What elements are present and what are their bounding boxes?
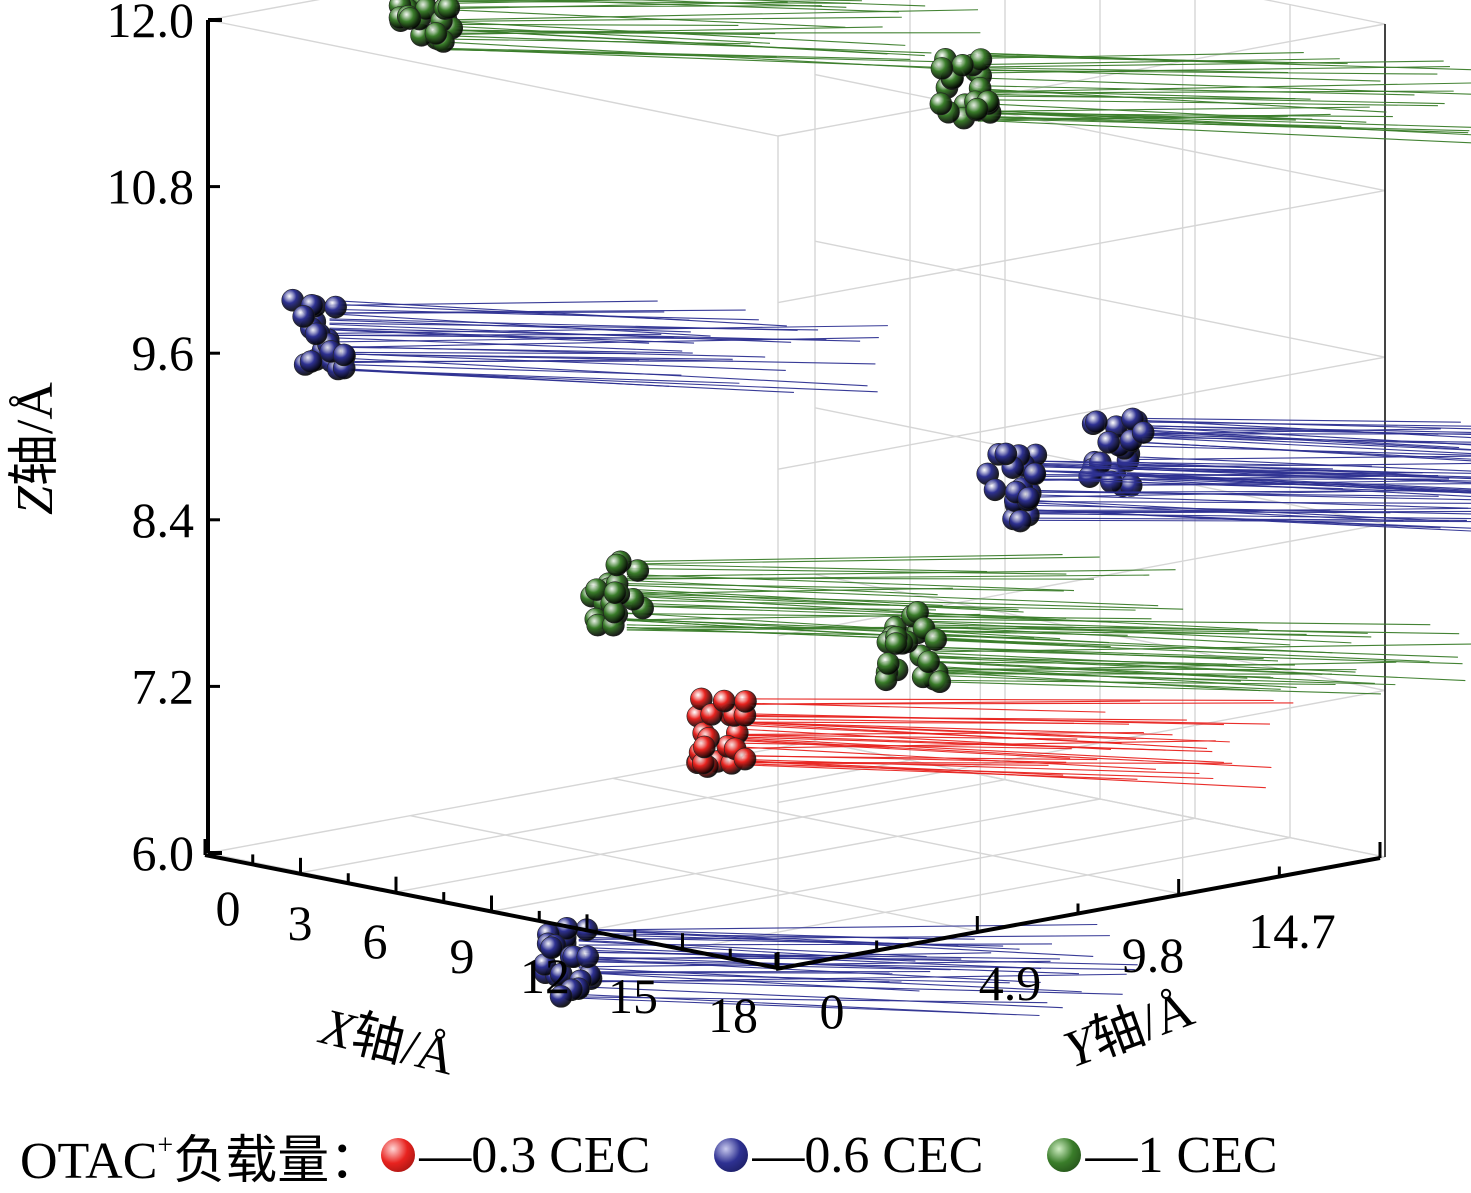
atom-sphere <box>885 633 907 655</box>
x-tick-label: 3 <box>288 895 313 951</box>
legend-label: —0.3 CEC <box>419 1126 650 1185</box>
atom-sphere <box>930 93 952 115</box>
atom-sphere <box>1132 422 1154 444</box>
z-tick-label: 12.0 <box>107 0 195 48</box>
legend: OTAC+负载量： —0.3 CEC —0.6 CEC —1 CEC <box>20 1120 1460 1190</box>
z-tick-label: 7.2 <box>132 658 195 714</box>
atom-sphere <box>929 671 951 693</box>
atom-sphere <box>918 651 940 673</box>
atom-sphere <box>293 305 315 327</box>
atom-sphere <box>325 296 347 318</box>
z-tick-label: 10.8 <box>107 159 195 215</box>
x-axis-title: X轴/Å <box>313 998 461 1087</box>
x-tick-label: 6 <box>363 913 388 969</box>
z-axis-title: Z轴/Å <box>7 382 64 515</box>
molecule <box>930 48 1471 144</box>
atom-sphere <box>333 344 355 366</box>
atom-sphere <box>300 351 322 373</box>
atom-sphere <box>438 0 460 19</box>
z-tick-label: 6.0 <box>132 825 195 881</box>
legend-title: OTAC+负载量： <box>20 1118 381 1193</box>
atom-sphere <box>1098 431 1120 453</box>
y-tick-label: 0 <box>820 983 845 1039</box>
tail-line <box>923 638 1458 657</box>
tail-line <box>437 17 902 21</box>
tail-line <box>923 619 1431 624</box>
tail-line <box>437 6 822 7</box>
grid-line <box>778 524 1385 636</box>
legend-label: —0.6 CEC <box>752 1126 983 1185</box>
atom-sphere <box>877 653 899 675</box>
blue-ball-icon <box>714 1138 748 1172</box>
atom-sphere <box>606 554 628 576</box>
atom-sphere <box>995 443 1017 465</box>
y-tick-label: 9.8 <box>1122 927 1185 983</box>
y-tick-label: 4.9 <box>979 955 1042 1011</box>
tail-line <box>437 24 739 25</box>
y-axis-title: Y轴/Å <box>1057 980 1202 1079</box>
atom-sphere <box>577 946 599 968</box>
atom-sphere <box>1009 510 1031 532</box>
x-tick-label: 0 <box>216 880 241 936</box>
atom-sphere <box>735 690 757 712</box>
atom-sphere <box>966 98 988 120</box>
atom-sphere <box>925 629 947 651</box>
z-tick-label: 8.4 <box>132 492 195 548</box>
molecule <box>875 601 1471 694</box>
grid-line <box>778 357 1385 469</box>
atom-sphere <box>1024 463 1046 485</box>
tail-line <box>923 669 1357 670</box>
atom-sphere <box>425 22 447 44</box>
red-ball-icon <box>381 1138 415 1172</box>
atom-sphere <box>713 690 735 712</box>
atom-sphere <box>603 601 625 623</box>
legend-item-1-cec: —1 CEC <box>1047 1126 1277 1185</box>
tail-line <box>734 765 1137 780</box>
grid-line <box>778 191 1385 303</box>
series-2 <box>389 0 1471 694</box>
atom-sphere <box>1085 411 1107 433</box>
tail-line <box>330 338 879 348</box>
x-tick-label: 12 <box>520 948 570 1004</box>
y-tick-label: 14.7 <box>1248 903 1336 959</box>
green-ball-icon <box>1047 1138 1081 1172</box>
z-tick-label: 9.6 <box>132 325 195 381</box>
atom-sphere <box>952 54 974 76</box>
legend-label: —1 CEC <box>1085 1126 1277 1185</box>
atom-sphere <box>399 8 421 30</box>
atom-sphere <box>1018 487 1040 509</box>
x-tick-label: 18 <box>708 987 758 1043</box>
atom-sphere <box>693 736 715 758</box>
tail-line <box>330 368 670 386</box>
molecule-layer <box>282 0 1471 1016</box>
tail-line <box>978 107 1370 111</box>
legend-item-0-3-cec: —0.3 CEC <box>381 1126 650 1185</box>
atom-sphere <box>984 479 1006 501</box>
tail-line <box>923 681 1381 694</box>
atom-sphere <box>734 748 756 770</box>
atom-sphere <box>1079 466 1101 488</box>
molecule <box>389 0 981 70</box>
legend-item-0-6-cec: —0.6 CEC <box>714 1126 983 1185</box>
atom-sphere <box>931 57 953 79</box>
tail-line <box>978 100 1438 106</box>
atom-sphere <box>604 582 626 604</box>
x-tick-label: 15 <box>608 968 658 1024</box>
molecule <box>282 289 888 392</box>
x-tick-label: 9 <box>450 928 475 984</box>
